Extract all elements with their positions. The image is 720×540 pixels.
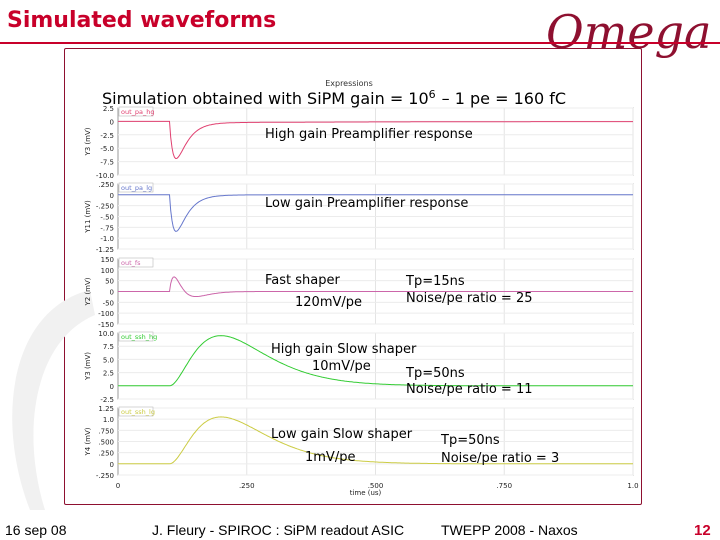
x-tick-label: .750 [496, 482, 512, 490]
panel-4-y-tick-label: 10.0 [98, 330, 114, 338]
footer-date: 16 sep 08 [5, 522, 67, 538]
panel-3-series-tag: out_fs [121, 259, 141, 267]
x-tick-label: .500 [368, 482, 384, 490]
panel-3-y-tick-label: -50 [103, 299, 114, 307]
panel-3-tag-box [118, 257, 154, 268]
panel-5-y-tick-label: .500 [98, 439, 114, 447]
panel-2-y-tick-label: -1.0 [100, 235, 114, 243]
panel-2-y-tick-label: -1.25 [96, 246, 114, 254]
panel-2-y-tick-label: -.75 [100, 224, 114, 232]
panel-4-y-label: Y3 (mV) [84, 352, 92, 381]
panel-5-annotation: Noise/pe ratio = 3 [441, 451, 559, 466]
panel-4-series-line [118, 335, 633, 387]
panel-2-tag-box [118, 182, 154, 193]
panel-1-y-tick-label: 0 [110, 118, 114, 126]
panel-3-y-tick-label: 150 [101, 256, 114, 264]
x-tick-label: 1.0 [627, 482, 638, 490]
panel-4-series-tag: out_ssh_hg [121, 333, 157, 341]
panel-4-annotation: Noise/pe ratio = 11 [406, 382, 533, 397]
panel-5-annotation: Tp=50ns [440, 433, 500, 448]
panel-5-tag-box [118, 406, 154, 417]
omega-watermark-icon [12, 290, 95, 510]
panel-3-y-tick-label: -150 [98, 321, 114, 329]
panel-4-y-tick-label: -2.5 [100, 396, 114, 404]
panel-2-y-label: Y11 (mV) [84, 200, 92, 234]
panel-5-y-tick-label: 0 [110, 461, 114, 469]
panel-1-y-tick-label: -2.5 [100, 132, 114, 140]
panel-5-y-tick-label: .250 [98, 450, 114, 458]
panel-2-y-tick-label: -.50 [100, 214, 114, 222]
panel-5-annotation: 1mV/pe [305, 450, 355, 465]
panel-5-series-tag: out_ssh_lg [121, 408, 155, 416]
panel-3-y-tick-label: 100 [101, 267, 114, 275]
panel-2-y-tick-label: -.250 [96, 203, 114, 211]
panel-3-annotation: Noise/pe ratio = 25 [406, 291, 533, 306]
x-tick-label: .250 [239, 482, 255, 490]
panel-2-y-tick-label: 0 [110, 192, 114, 200]
footer-page-number: 12 [694, 522, 711, 539]
panel-1-y-tick-label: -10.0 [96, 172, 114, 180]
panel-3-y-tick-label: -100 [98, 310, 114, 318]
content-frame [64, 48, 642, 505]
panel-4-annotation: High gain Slow shaper [271, 342, 417, 357]
panel-2-annotation: Low gain Preamplifier response [265, 196, 468, 211]
panel-5-series-line [118, 416, 633, 465]
panel-1-y-tick-label: -5.0 [100, 145, 114, 153]
panel-1-annotation: High gain Preamplifier response [265, 127, 473, 142]
panel-3-series-line [118, 276, 633, 297]
panel-3-y-label: Y2 (mV) [84, 277, 92, 306]
panel-1-series-line [118, 120, 633, 160]
panel-1-y-tick-label: 2.5 [103, 105, 114, 113]
panel-4-y-tick-label: 7.5 [103, 343, 114, 351]
panel-4-y-tick-label: 5.0 [103, 356, 114, 364]
footer-author: J. Fleury - SPIROC : SiPM readout ASIC [152, 522, 405, 538]
expressions-label: Expressions [325, 79, 373, 88]
x-tick-label: 0 [116, 482, 120, 490]
panel-5-annotation: Low gain Slow shaper [271, 427, 413, 442]
panel-1-y-label: Y3 (mV) [84, 127, 92, 156]
panel-3-y-tick-label: 0 [110, 289, 114, 297]
panel-4-annotation: Tp=50ns [405, 366, 465, 381]
panel-4-tag-box [118, 331, 154, 342]
panel-5-y-label: Y4 (mV) [84, 427, 92, 456]
panel-1-series-tag: out_pa_hg [121, 108, 155, 116]
panel-5-y-tick-label: -.250 [96, 472, 114, 480]
panel-5-y-tick-label: 1.0 [103, 416, 114, 424]
panel-2-y-tick-label: .250 [98, 181, 114, 189]
panel-3-annotation: Fast shaper [265, 273, 340, 288]
omega-logo: Omega [546, 5, 712, 59]
panel-3-y-tick-label: 50 [105, 278, 114, 286]
panel-4-annotation: 10mV/pe [312, 359, 371, 374]
panel-5-y-tick-label: .750 [98, 427, 114, 435]
panel-2-series-tag: out_pa_lg [121, 184, 152, 192]
title-rule [0, 42, 720, 44]
panel-2-series-line [118, 194, 633, 232]
panel-4-y-tick-label: 2.5 [103, 370, 114, 378]
panel-1-tag-box [118, 106, 154, 117]
chart-subtitle: Simulation obtained with SiPM gain = 106… [102, 88, 566, 108]
panel-4-y-tick-label: 0 [110, 383, 114, 391]
panel-3-annotation: 120mV/pe [295, 295, 362, 310]
footer-event: TWEPP 2008 - Naxos [441, 522, 578, 538]
x-axis-label: time (us) [350, 489, 382, 497]
panel-1-y-tick-label: -7.5 [100, 159, 114, 167]
panel-5-y-tick-label: 1.25 [98, 405, 114, 413]
panel-3-annotation: Tp=15ns [405, 274, 465, 289]
slide-title: Simulated waveforms [7, 8, 277, 33]
